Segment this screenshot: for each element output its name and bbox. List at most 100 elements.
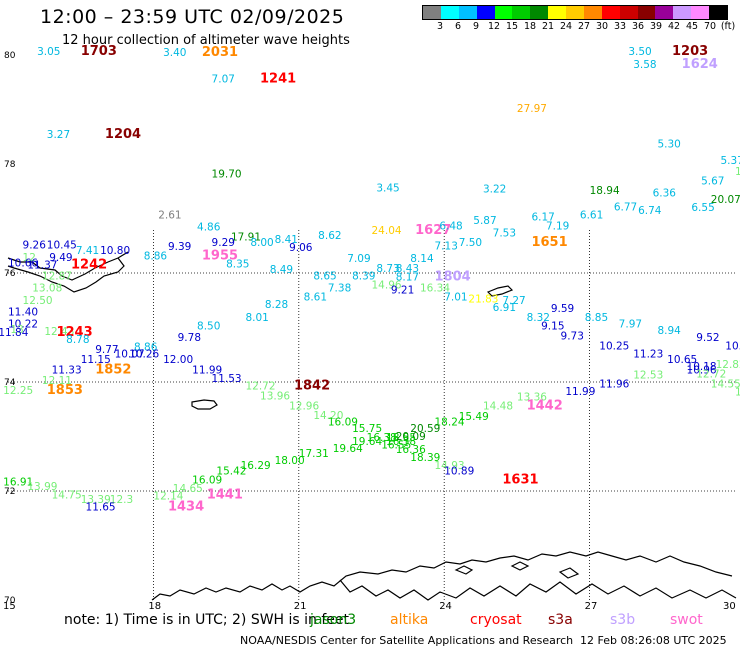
wave-height-label: 5.87 <box>473 215 496 227</box>
wave-height-label: 9.06 <box>289 242 313 254</box>
wave-height-label: 15.42 <box>216 466 246 478</box>
pass-time-label: 1842 <box>294 379 330 394</box>
page-title: 12:00 – 23:59 UTC 02/09/2025 <box>40 6 345 28</box>
norway-coast <box>151 551 733 601</box>
satellite-legend-item: jason3 <box>310 612 357 628</box>
wave-height-label: 10.96 <box>687 364 717 376</box>
scale-swatch <box>512 6 531 19</box>
wave-height-label: 16.91 <box>3 477 33 489</box>
pass-time-label: 1203 <box>672 44 708 59</box>
wave-height-label: 9.49 <box>49 252 72 264</box>
scale-label: 45 <box>685 21 699 32</box>
wave-height-label: 10.65 <box>667 354 697 366</box>
latitude-label: 80 <box>4 51 16 61</box>
scale-swatch <box>583 6 602 19</box>
scale-label: (ft) <box>720 21 736 32</box>
wave-height-label: 5.30 <box>657 139 680 151</box>
wave-height-label: 18.55 <box>386 432 416 444</box>
scale-label: 18 <box>523 21 537 32</box>
wave-height-label: 9.21 <box>391 285 414 297</box>
wave-height-label: 17.91 <box>231 231 261 243</box>
wave-height-label: 7.01 <box>444 291 467 303</box>
wave-height-label: 15.75 <box>352 423 382 435</box>
scale-label: 70 <box>703 21 717 32</box>
latitude-label: 74 <box>4 378 16 388</box>
scale-label: 27 <box>577 21 591 32</box>
wave-height-label: 7.27 <box>502 295 525 307</box>
longitude-labels: 15 18 21 24 27 30 <box>3 601 736 612</box>
wave-height-label: 3.45 <box>376 182 399 194</box>
wave-height-label: 8.62 <box>318 230 341 242</box>
wave-height-label: 8.78 <box>66 334 89 346</box>
wave-height-label: 12.50 <box>23 295 53 307</box>
scale-label: 12 <box>487 21 501 32</box>
wave-height-label: 9.59 <box>551 303 574 315</box>
wave-height-label: 8.86 <box>144 250 168 262</box>
wave-height-label: 8.14 <box>410 253 434 265</box>
pass-time-label: 1804 <box>435 270 471 285</box>
wave-height-label: 10.22 <box>8 319 38 331</box>
scale-label: 42 <box>667 21 681 32</box>
wave-height-label: 8.35 <box>226 259 249 271</box>
wave-height-label: 17.31 <box>299 448 329 460</box>
wave-height-label: 6.17 <box>531 212 554 224</box>
scale-swatch <box>476 6 495 19</box>
wave-height-label: 10.80 <box>100 245 130 257</box>
norway-fjords <box>339 579 737 601</box>
color-scale <box>422 5 728 20</box>
pass-time-label: 1631 <box>502 472 538 487</box>
longitude-label: 24 <box>439 601 452 612</box>
longitude-label: 27 <box>585 601 598 612</box>
wave-height-label: 3.58 <box>633 59 656 71</box>
wave-height-label: 6.48 <box>439 220 462 232</box>
wave-height-label: 12.82 <box>716 359 740 371</box>
satellite-legend-item: altika <box>390 612 429 628</box>
wave-height-label: 2.61 <box>158 210 181 222</box>
wave-height-label: 16.55 <box>381 439 411 451</box>
wave-height-label: 14.75 <box>52 490 82 502</box>
wave-height-label: 12.87 <box>42 271 72 283</box>
wave-height-label: 8.41 <box>275 234 298 246</box>
wave-height-label: 8.73 <box>376 263 399 275</box>
pass-time-label: 1441 <box>207 488 243 503</box>
scale-swatch <box>637 6 656 19</box>
scale-label: 6 <box>454 21 462 32</box>
pass-time-label: 1434 <box>168 500 204 515</box>
longitude-label: 15 <box>3 601 16 612</box>
coastline <box>7 251 737 601</box>
wave-height-label: 10.07 <box>115 348 145 360</box>
wave-height-label: 11.23 <box>633 348 663 360</box>
wave-height-label: 7.50 <box>459 237 482 249</box>
wave-height-label: 20.07 <box>711 194 740 206</box>
wave-height-label: 14.93 <box>435 460 465 472</box>
pass-time-label: 1624 <box>682 57 718 72</box>
bear-island <box>191 399 218 410</box>
wave-height-label: 7.97 <box>619 319 642 331</box>
wave-height-label: 10.18 <box>687 361 717 373</box>
wave-height-label: 14.20 <box>313 410 343 422</box>
wave-height-label: 8.17 <box>396 272 419 284</box>
wave-height-label: 14.96 <box>372 279 402 291</box>
wave-height-label: 12.43 <box>44 326 74 338</box>
wave-height-label: 18.94 <box>590 185 620 197</box>
scale-swatch <box>691 6 709 19</box>
scale-swatch <box>709 6 727 19</box>
wave-height-label: 12.11 <box>42 375 72 387</box>
wave-height-label: 10.16 <box>725 340 740 352</box>
pass-time-label: 1442 <box>527 398 563 413</box>
wave-height-label: 3.27 <box>47 129 70 141</box>
wave-height-label: 9.52 <box>696 332 719 344</box>
longitude-label: 18 <box>148 601 161 612</box>
sorgyya <box>454 561 580 579</box>
wave-height-label: 14.65 <box>173 483 203 495</box>
wave-height-label: 12.14 <box>153 491 183 503</box>
wave-height-label: 19.64 <box>333 443 363 455</box>
wave-height-label: 16.29 <box>241 460 271 472</box>
wave-height-label: 10.89 <box>444 466 474 478</box>
wave-height-label: 24.04 <box>372 225 402 237</box>
wave-height-label: 14.55 <box>711 378 740 390</box>
wave-height-label: 27.97 <box>517 103 547 115</box>
wave-height-label: 8.43 <box>396 263 419 275</box>
wave-height-label: 3.40 <box>163 47 186 59</box>
